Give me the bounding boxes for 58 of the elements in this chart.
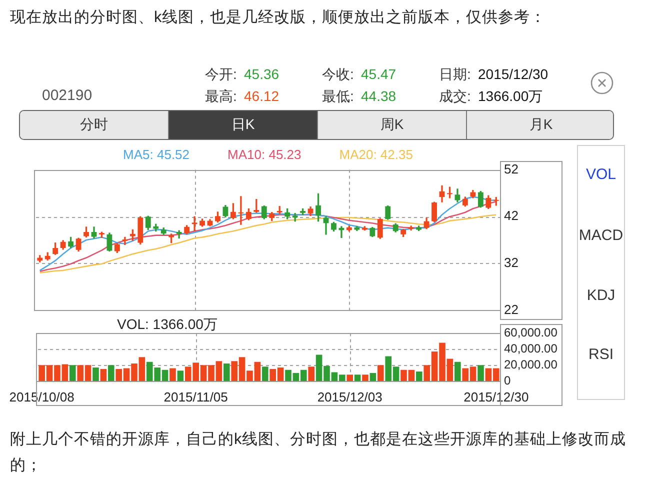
text: 45.47 bbox=[361, 64, 396, 84]
y-tick-label: 32 bbox=[504, 254, 518, 270]
bar bbox=[223, 363, 230, 381]
text: 44.38 bbox=[361, 86, 396, 106]
tab: 日K bbox=[168, 111, 317, 139]
text: 今开: bbox=[205, 64, 237, 84]
y-tick-label: 20,000.00 bbox=[504, 357, 558, 372]
x-tick-label: 2015/10/08 bbox=[9, 389, 74, 404]
bar bbox=[308, 366, 314, 381]
y-tick-label: 40,000.00 bbox=[504, 341, 558, 356]
text: MA5: 45.52 bbox=[123, 147, 190, 163]
text: 46.12 bbox=[244, 86, 280, 106]
y-tick-label: 60,000.00 bbox=[504, 326, 558, 340]
bar bbox=[346, 374, 353, 381]
y-tick-label: 22 bbox=[504, 302, 518, 317]
chart-title: VOL: 1366.00万 bbox=[117, 315, 218, 333]
bar bbox=[92, 367, 99, 381]
text: 现在放出的分时图、k线图，也是几经改版，顺便放出之前版本，仅供参考： bbox=[10, 8, 546, 28]
bar bbox=[478, 365, 484, 381]
text: 002190 bbox=[42, 86, 92, 106]
text: 附上几个不错的开源库，自己的k线图、分时图，也都是在这些开源库的基础上修改而成的； bbox=[10, 430, 627, 476]
text: 2015/12/30 bbox=[478, 64, 548, 84]
text: 1366.00万 bbox=[478, 86, 543, 106]
text: 最低: bbox=[322, 86, 354, 106]
text: 成交: bbox=[439, 86, 471, 106]
text: 45.36 bbox=[244, 64, 280, 84]
candlestick bbox=[122, 236, 128, 246]
text: MACD bbox=[578, 226, 624, 246]
bar bbox=[370, 373, 376, 381]
text: MA10: 45.23 bbox=[228, 147, 302, 163]
text: KDJ bbox=[586, 286, 616, 306]
x-tick-label: 2015/12/30 bbox=[464, 389, 529, 404]
text: MA20: 42.35 bbox=[339, 147, 413, 163]
bar bbox=[377, 365, 384, 381]
bar bbox=[100, 369, 107, 381]
text: 日期: bbox=[439, 64, 471, 84]
text: 今收: bbox=[322, 64, 354, 84]
bar bbox=[108, 365, 114, 381]
bar bbox=[354, 374, 361, 381]
bar bbox=[170, 368, 176, 381]
bar bbox=[454, 362, 461, 381]
bar bbox=[362, 374, 368, 381]
candlestick bbox=[292, 212, 298, 222]
candlestick bbox=[192, 216, 198, 231]
bar bbox=[262, 366, 268, 381]
y-tick-label: 52 bbox=[504, 161, 518, 176]
bar bbox=[69, 365, 76, 381]
bar bbox=[416, 371, 422, 381]
tab: 月K bbox=[466, 111, 613, 139]
y-tick-label: 0 bbox=[504, 373, 511, 388]
text: 最高: bbox=[205, 86, 237, 106]
candlestick bbox=[238, 196, 244, 225]
y-tick-label: 42 bbox=[504, 208, 518, 224]
bar bbox=[177, 370, 184, 381]
text: VOL bbox=[586, 165, 616, 185]
x-tick-label: 2015/12/03 bbox=[317, 389, 382, 404]
text: RSI bbox=[588, 345, 614, 365]
x-tick-label: 2015/11/05 bbox=[164, 389, 228, 404]
